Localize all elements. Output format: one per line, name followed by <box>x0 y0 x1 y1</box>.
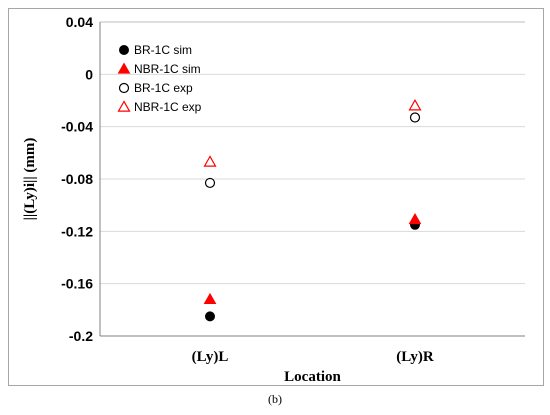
legend-marker <box>118 82 130 94</box>
x-tick-label: (Ly)L <box>192 349 229 365</box>
y-tick-label: -0.12 <box>61 223 93 239</box>
figure-caption: (b) <box>268 392 282 406</box>
data-point <box>408 99 422 111</box>
data-point <box>203 155 217 167</box>
x-axis-title: Location <box>284 369 341 385</box>
gridlines <box>100 73 525 285</box>
legend: BR-1C sim NBR-1C sim BR-1C exp NBR-1C exp <box>117 43 202 114</box>
y-tick-label: -0.08 <box>61 171 93 187</box>
data-point <box>205 311 215 322</box>
y-tick-label: -0.04 <box>61 119 93 135</box>
legend-marker <box>117 62 131 74</box>
y-tick-label: 0.04 <box>66 14 93 30</box>
legend-label: BR-1C exp <box>134 81 193 95</box>
data-point <box>203 292 217 304</box>
y-tick-label: -0.16 <box>61 276 93 292</box>
data-point <box>408 213 422 225</box>
data-point <box>204 177 216 189</box>
data-points <box>203 99 422 322</box>
legend-label: BR-1C sim <box>134 43 192 57</box>
data-point <box>409 112 421 123</box>
x-tick-label: (Ly)R <box>396 349 434 365</box>
legend-marker <box>117 100 131 112</box>
x-tick-labels: (Ly)L (Ly)R <box>192 349 434 365</box>
y-tick-label: 0 <box>85 66 93 82</box>
legend-label: NBR-1C sim <box>134 62 201 76</box>
scatter-chart: 0.04 0 -0.04 -0.08 -0.12 -0.16 -0.2 (Ly)L (Ly)R… <box>22 14 525 385</box>
legend-marker <box>119 45 129 55</box>
legend-label: NBR-1C exp <box>134 100 202 114</box>
y-tick-labels: 0.04 0 -0.04 -0.08 -0.12 -0.16 -0.2 <box>61 14 93 344</box>
chart-frame <box>8 8 544 386</box>
y-tick-label: -0.2 <box>69 328 93 344</box>
y-axis-title: ||(Ly)i|| (mm) <box>22 138 38 221</box>
